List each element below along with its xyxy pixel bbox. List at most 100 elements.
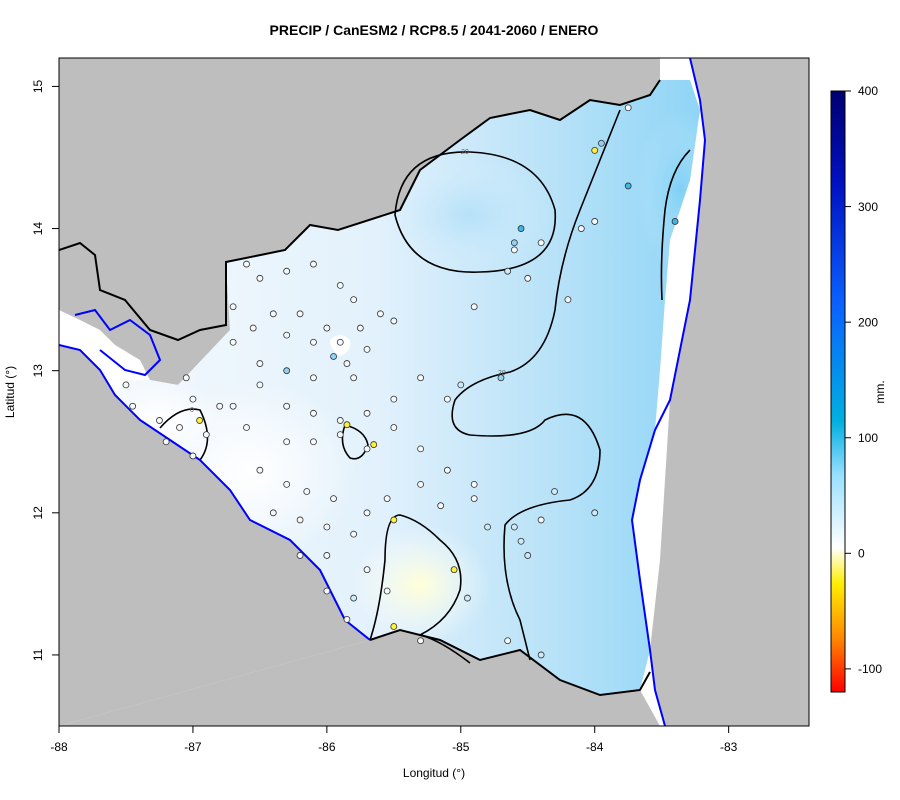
station-marker: [470, 480, 478, 488]
station-marker: [517, 537, 525, 545]
station-marker: [343, 616, 351, 623]
station-marker: [283, 402, 291, 410]
station-marker: [336, 282, 344, 289]
colorbar-tick-label: 0: [858, 547, 865, 561]
colorbar: [830, 90, 846, 693]
station-marker: [624, 182, 632, 190]
contour-label-north: 20: [461, 149, 469, 156]
station-marker: [417, 445, 425, 453]
contour-label-west: 0: [190, 407, 194, 414]
station-marker: [443, 466, 451, 474]
x-tick-label: -83: [720, 740, 738, 754]
colorbar-ticks: -100 0 100 200 300 400: [845, 84, 882, 676]
border-north: [59, 79, 661, 342]
y-tick-label: 13: [31, 364, 45, 378]
station-marker: [269, 310, 277, 318]
station-marker: [470, 495, 478, 502]
colorbar-tick-label: 400: [858, 84, 878, 98]
station-marker: [283, 331, 291, 339]
station-marker: [437, 502, 445, 510]
station-marker: [256, 466, 264, 474]
station-marker: [591, 509, 599, 517]
station-marker: [330, 353, 337, 360]
land-costa-rica: [59, 630, 660, 726]
station-marker: [383, 587, 391, 595]
station-marker: [671, 218, 679, 225]
station-marker: [350, 594, 358, 602]
land-east: [650, 58, 809, 726]
x-tick-label: -84: [586, 740, 604, 754]
station-marker: [350, 296, 358, 304]
field-shading: [115, 110, 700, 645]
station-marker: [162, 438, 170, 446]
contour-label-central: 20: [498, 370, 506, 377]
station-marker: [176, 424, 183, 431]
station-marker: [510, 523, 518, 531]
station-marker: [390, 516, 398, 524]
y-tick-label: 12: [31, 506, 45, 520]
station-marker: [323, 552, 331, 559]
station-markers: [122, 104, 679, 659]
station-marker: [283, 438, 291, 446]
station-marker: [310, 338, 317, 346]
y-axis-label: Latitud (°): [3, 366, 17, 418]
station-marker: [189, 395, 197, 403]
x-tick-label: -86: [318, 740, 336, 754]
colorbar-tick-label: 300: [858, 200, 878, 214]
station-marker: [457, 381, 465, 389]
station-marker: [303, 488, 311, 495]
station-marker: [363, 445, 371, 453]
station-marker: [330, 495, 337, 502]
station-marker: [377, 310, 384, 318]
station-marker: [336, 431, 344, 439]
plot-area: 20 20 0: [59, 58, 809, 726]
coastline-pacific: [59, 344, 371, 641]
station-marker: [310, 374, 317, 382]
border-south: [369, 628, 651, 697]
station-marker: [390, 623, 398, 630]
contour-small-0: [341, 424, 369, 460]
station-marker: [269, 509, 277, 517]
station-marker: [196, 417, 204, 424]
station-marker: [256, 381, 264, 389]
colorbar-tick-label: 100: [858, 431, 878, 445]
station-marker: [243, 260, 250, 268]
station-marker: [256, 360, 264, 367]
station-marker: [336, 417, 344, 424]
station-marker: [464, 594, 471, 602]
station-marker: [350, 530, 358, 538]
station-marker: [296, 516, 304, 524]
station-marker: [598, 139, 605, 147]
station-marker: [591, 146, 599, 154]
station-marker: [524, 274, 532, 282]
station-marker: [350, 374, 358, 382]
colorbar-tick-label: 200: [858, 315, 878, 329]
station-marker: [156, 417, 163, 424]
station-marker: [504, 637, 512, 645]
station-marker: [537, 239, 545, 247]
station-marker: [524, 552, 532, 559]
station-marker: [182, 374, 190, 382]
station-marker: [537, 516, 545, 524]
plot-frame: [58, 57, 810, 727]
station-marker: [310, 409, 317, 417]
station-marker: [551, 488, 558, 495]
station-marker: [504, 267, 512, 275]
y-tick-label: 14: [31, 222, 45, 236]
y-tick-label: 15: [31, 79, 45, 93]
y-tick-label: 11: [31, 648, 45, 661]
coastline-gulf: [74, 308, 162, 377]
station-marker: [564, 296, 572, 304]
x-tick-label: -87: [184, 740, 202, 754]
station-marker: [390, 317, 398, 325]
station-marker: [229, 402, 237, 410]
station-marker: [283, 480, 291, 488]
station-marker: [363, 345, 371, 353]
land-honduras: [59, 58, 660, 385]
station-marker: [283, 367, 291, 375]
station-marker: [296, 552, 304, 559]
station-marker: [122, 381, 130, 389]
land-west: [59, 345, 370, 726]
station-marker: [343, 421, 351, 429]
y-axis: 11 12 13 14 15: [31, 79, 59, 661]
